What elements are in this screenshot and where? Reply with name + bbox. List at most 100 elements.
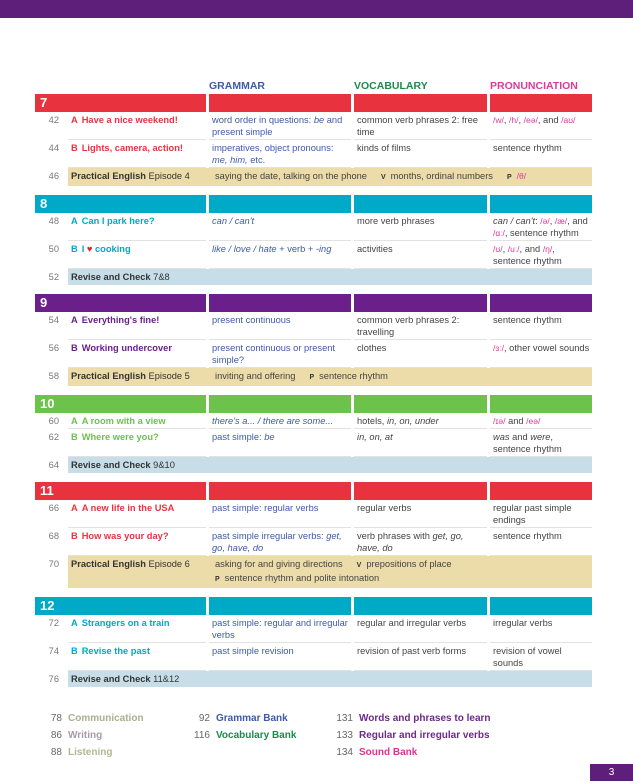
text-segment: present continuous or present simple? <box>212 343 336 365</box>
back-section-link[interactable]: 88 Listening <box>40 744 188 761</box>
text-segment: regular verbs <box>357 503 412 513</box>
text-segment: common verb phrases 2: free time <box>357 115 478 137</box>
row-title: Practical English Episode 4 <box>71 170 215 184</box>
phonetic-symbol: /ɜː/ <box>493 343 504 353</box>
phonetic-symbol: /w/ <box>493 115 504 125</box>
back-section-link[interactable]: 86 Writing <box>40 727 188 744</box>
lesson-title-link[interactable]: A Can I park here? <box>68 213 206 241</box>
lesson-title-link[interactable]: B Lights, camera, action! <box>68 140 206 168</box>
lesson-title-link[interactable]: A Everything's fine! <box>68 312 206 340</box>
unit-bar-segment <box>209 597 351 615</box>
row-title: Revise and Check 7&8 <box>71 272 170 282</box>
text-segment: saying the date, talking on the phone <box>215 171 367 181</box>
revise-and-check-row[interactable]: Revise and Check 7&8 <box>68 269 592 285</box>
lesson-letter: A <box>71 216 78 226</box>
text-segment: , and <box>567 216 588 226</box>
grammar-cell: past simple: be <box>209 429 351 457</box>
lesson-title: Where were you? <box>81 432 159 442</box>
text-segment: word order in questions: <box>212 115 314 125</box>
unit-bar-number: 11 <box>35 482 206 500</box>
unit-bar-segment <box>209 195 351 213</box>
text-segment: get, go, have, do <box>212 531 342 553</box>
back-sections-col-3: 131 Words and phrases to learn 133 Regular … <box>331 710 491 761</box>
unit-bar-segment <box>209 395 351 413</box>
lesson-title-link[interactable]: B Working undercover <box>68 340 206 368</box>
grammar-column-header: GRAMMAR <box>209 80 265 92</box>
lesson-title-link[interactable]: A Strangers on a train <box>68 615 206 643</box>
practical-english-row[interactable]: Practical English Episode 5 inviting and … <box>68 368 592 386</box>
unit-bar-segment <box>490 597 592 615</box>
lesson-title-link[interactable]: B How was your day? <box>68 528 206 556</box>
unit-bar-segment <box>354 395 487 413</box>
pronunciation-cell: regular past simple endings <box>490 500 592 528</box>
unit-bar-segment <box>209 94 351 112</box>
row-title-bold: Practical English <box>71 559 146 569</box>
section-tag: P <box>309 374 315 381</box>
back-section-page: 134 <box>336 747 353 758</box>
phonetic-symbol: /ɑː/ <box>493 228 505 238</box>
back-section-link[interactable]: 134 Sound Bank <box>331 744 491 761</box>
unit-bar-number: 10 <box>35 395 206 413</box>
text-segment: get, go, have, do <box>357 531 464 553</box>
pronunciation-cell: can / can't: /ə/, /æ/, and /ɑː/, sentenc… <box>490 213 592 241</box>
back-section-label: Words and phrases to learn <box>359 713 491 724</box>
grammar-cell: word order in questions: be and present … <box>209 112 351 140</box>
lesson-title-link[interactable]: B Where were you? <box>68 429 206 457</box>
row-title-rest: Episode 5 <box>145 371 190 381</box>
unit-bar-number: 8 <box>35 195 206 213</box>
page-number-ref: 44 <box>48 143 59 153</box>
practical-english-row[interactable]: Practical English Episode 6 asking for an… <box>68 556 592 588</box>
grammar-cell: like / love / hate + verb + -ing <box>209 241 351 269</box>
text-segment: sentence rhythm <box>493 315 562 325</box>
page-number-ref: 74 <box>48 646 59 656</box>
section-tag: V <box>380 174 386 181</box>
back-section-link[interactable]: 131 Words and phrases to learn <box>331 710 491 727</box>
back-section-link[interactable]: 133 Regular and irregular verbs <box>331 727 491 744</box>
back-section-link[interactable]: 92 Grammar Bank <box>188 710 331 727</box>
back-section-page: 86 <box>50 730 62 741</box>
unit-bar-segment <box>354 94 487 112</box>
practical-english-row[interactable]: Practical English Episode 4 saying the da… <box>68 168 592 186</box>
lesson-title-link[interactable]: A Have a nice weekend! <box>68 112 206 140</box>
lesson-title-link[interactable]: B Revise the past <box>68 643 206 671</box>
phonetic-symbol: /ɪə/ <box>493 416 506 426</box>
lesson-title: A room with a view <box>81 416 166 426</box>
unit-bar-segment <box>209 482 351 500</box>
lesson-title: Everything's fine! <box>81 315 160 325</box>
back-section-page: 78 <box>50 713 62 724</box>
lesson-letter: B <box>71 432 78 442</box>
vocabulary-cell: regular verbs <box>354 500 487 528</box>
contents-page: GRAMMAR VOCABULARY PRONUNCIATION 7 42 A Hav… <box>35 78 605 761</box>
page-number-ref: 76 <box>48 674 59 684</box>
page-number-ref: 58 <box>48 371 59 381</box>
pronunciation-cell: irregular verbs <box>490 615 592 643</box>
page-number-ref: 50 <box>48 244 59 254</box>
unit-bar-segment <box>354 482 487 500</box>
back-section-link[interactable]: 78 Communication <box>40 710 188 727</box>
pronunciation-cell: /ɜː/, other vowel sounds <box>490 340 592 368</box>
text-segment: past simple: regular and irregular verbs <box>212 618 348 640</box>
back-section-link[interactable]: 116 Vocabulary Bank <box>188 727 331 744</box>
revise-and-check-row[interactable]: Revise and Check 11&12 <box>68 671 592 687</box>
text-segment: sentence rhythm <box>493 143 562 153</box>
vocabulary-cell: kinds of films <box>354 140 487 168</box>
phonetic-symbol: /uː/ <box>507 244 520 254</box>
lesson-title: A new life in the USA <box>81 503 175 513</box>
text-segment: can / can't <box>212 216 255 226</box>
lesson-title: I ♥ cooking <box>81 244 131 254</box>
text-segment: prepositions of place <box>366 559 452 569</box>
unit-bar-segment <box>490 482 592 500</box>
pronunciation-cell: sentence rhythm <box>490 312 592 340</box>
page-number-ref: 68 <box>48 531 59 541</box>
top-banner <box>0 0 633 18</box>
row-title-bold: Revise and Check <box>71 272 151 282</box>
text-segment: and <box>505 416 527 426</box>
text-segment: and <box>509 432 531 442</box>
revise-and-check-row[interactable]: Revise and Check 9&10 <box>68 457 592 473</box>
unit-bar-segment <box>490 94 592 112</box>
phonetic-symbol: /θ/ <box>516 171 527 181</box>
